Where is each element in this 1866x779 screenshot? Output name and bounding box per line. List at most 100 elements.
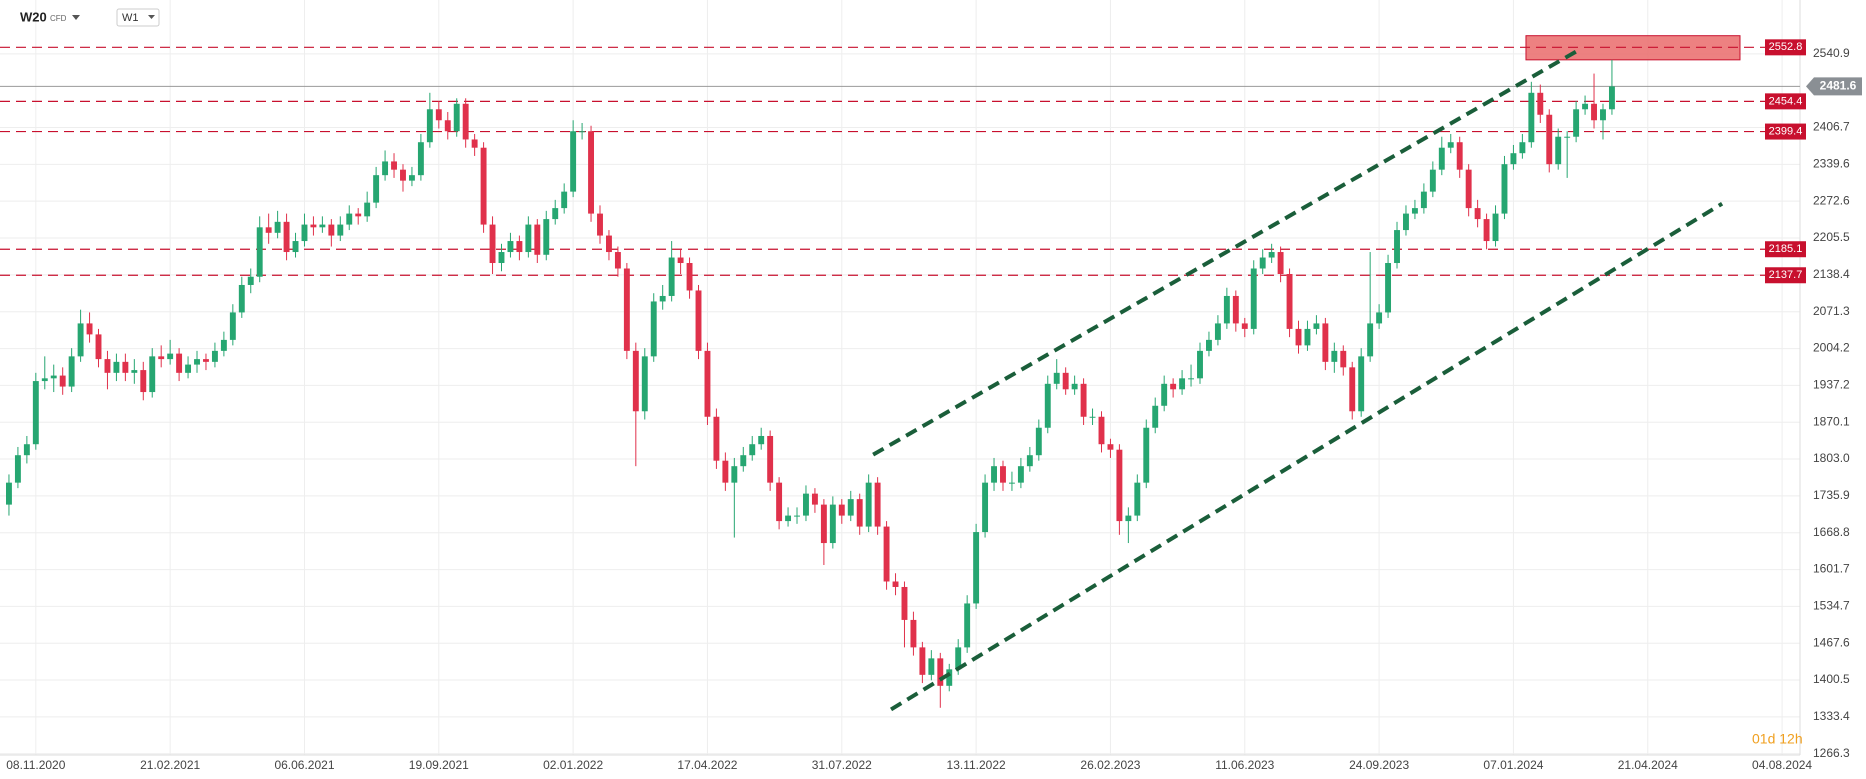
candle-body bbox=[1053, 372, 1060, 384]
timeframe-box[interactable] bbox=[116, 8, 160, 27]
trend-line bbox=[890, 202, 1724, 712]
candle-body bbox=[883, 526, 890, 582]
y-tick-label: 2205.5 bbox=[1813, 230, 1850, 244]
candle-body bbox=[1080, 383, 1087, 417]
candle-body bbox=[964, 603, 971, 648]
candle-body bbox=[955, 647, 962, 670]
candle-body bbox=[238, 284, 245, 313]
candle-body bbox=[1304, 328, 1311, 346]
candle-body bbox=[310, 224, 317, 228]
timeframe-dropdown[interactable] bbox=[148, 15, 155, 19]
x-tick-label: 08.11.2020 bbox=[6, 758, 65, 772]
symbol-dropdown[interactable] bbox=[72, 15, 80, 20]
candle-body bbox=[382, 161, 389, 176]
timeframe: W1 bbox=[122, 12, 139, 24]
y-tick-label: 1400.5 bbox=[1813, 672, 1850, 686]
candle-body bbox=[1546, 114, 1553, 165]
candle-body bbox=[391, 161, 397, 170]
x-tick-label: 17.04.2022 bbox=[677, 758, 737, 772]
candle-body bbox=[1125, 515, 1132, 522]
candle-body bbox=[1214, 323, 1221, 340]
candle-body bbox=[677, 257, 684, 264]
instrument-type: CFD bbox=[50, 14, 67, 23]
candle-body bbox=[471, 139, 478, 148]
countdown: 01d 12h bbox=[1752, 731, 1803, 747]
candle-body bbox=[686, 263, 693, 291]
last-price-label: 2481.6 bbox=[1820, 79, 1857, 93]
candle-body bbox=[229, 312, 236, 340]
candle-body bbox=[1367, 323, 1374, 357]
trend-line bbox=[872, 48, 1579, 457]
candle-body bbox=[220, 339, 227, 351]
candle-body bbox=[1295, 328, 1302, 346]
candle-body bbox=[1501, 164, 1508, 214]
candle-body bbox=[507, 241, 514, 253]
level-label: 2552.8 bbox=[1769, 41, 1803, 53]
candle-body bbox=[1483, 219, 1490, 242]
y-tick-label: 2138.4 bbox=[1813, 267, 1850, 281]
candle-body bbox=[1376, 312, 1383, 324]
candle-body bbox=[749, 444, 756, 456]
candle-body bbox=[1179, 378, 1186, 390]
candle-body bbox=[1403, 213, 1409, 231]
candle-body bbox=[552, 208, 559, 220]
candle-body bbox=[991, 466, 997, 483]
candle-body bbox=[203, 359, 209, 362]
candle-body bbox=[1259, 257, 1266, 269]
candle-body bbox=[856, 499, 863, 527]
candle-body bbox=[247, 276, 254, 285]
y-tick-label: 2071.3 bbox=[1813, 304, 1850, 318]
candle-body bbox=[131, 370, 138, 373]
candle-body bbox=[1008, 482, 1015, 484]
candle-body bbox=[104, 359, 111, 373]
candle-body bbox=[919, 647, 926, 675]
candle-body bbox=[498, 252, 505, 264]
candle-body bbox=[704, 350, 711, 417]
candle-body bbox=[1026, 455, 1033, 467]
level-label: 2137.7 bbox=[1769, 269, 1803, 281]
candle-body bbox=[829, 504, 836, 544]
candle-body bbox=[847, 499, 854, 516]
candle-body bbox=[1313, 323, 1320, 329]
candle-body bbox=[1340, 350, 1347, 368]
candle-body bbox=[1116, 449, 1123, 522]
candle-body bbox=[641, 356, 648, 412]
x-tick-label: 02.01.2022 bbox=[543, 758, 603, 772]
candle-body bbox=[59, 375, 66, 387]
candle-body bbox=[1044, 383, 1051, 428]
candle-body bbox=[1206, 339, 1212, 351]
candle-body bbox=[68, 356, 75, 387]
y-tick-label: 2272.6 bbox=[1813, 193, 1850, 207]
y-tick-label: 1266.3 bbox=[1813, 746, 1850, 760]
candle-body bbox=[785, 515, 792, 522]
candle-body bbox=[158, 356, 165, 360]
candle-body bbox=[489, 224, 496, 264]
candle-body bbox=[1465, 169, 1472, 209]
candle-body bbox=[820, 504, 827, 544]
candle-body bbox=[525, 224, 532, 253]
level-tag bbox=[1765, 39, 1806, 56]
candle-body bbox=[328, 224, 335, 236]
x-tick-label: 26.02.2023 bbox=[1080, 758, 1140, 772]
candle-body bbox=[1555, 136, 1562, 165]
candle-body bbox=[480, 147, 487, 225]
candle-body bbox=[1241, 323, 1248, 329]
y-tick-label: 1534.7 bbox=[1813, 599, 1850, 613]
candle-body bbox=[803, 493, 809, 516]
candle-body bbox=[1474, 208, 1481, 220]
candle-body bbox=[364, 202, 371, 217]
candle-body bbox=[668, 257, 675, 296]
candle-body bbox=[292, 241, 299, 253]
candle-body bbox=[77, 323, 84, 357]
candle-body bbox=[1349, 367, 1356, 412]
x-tick-label: 04.08.2024 bbox=[1752, 758, 1812, 772]
candle-body bbox=[86, 323, 93, 335]
candle-body bbox=[1564, 136, 1571, 138]
level-tag bbox=[1765, 93, 1806, 110]
candle-body bbox=[1456, 142, 1463, 170]
candle-body bbox=[588, 131, 594, 214]
candle-body bbox=[865, 482, 872, 527]
candle-body bbox=[95, 334, 102, 360]
candle-body bbox=[1161, 383, 1168, 406]
candle-body bbox=[149, 356, 156, 393]
